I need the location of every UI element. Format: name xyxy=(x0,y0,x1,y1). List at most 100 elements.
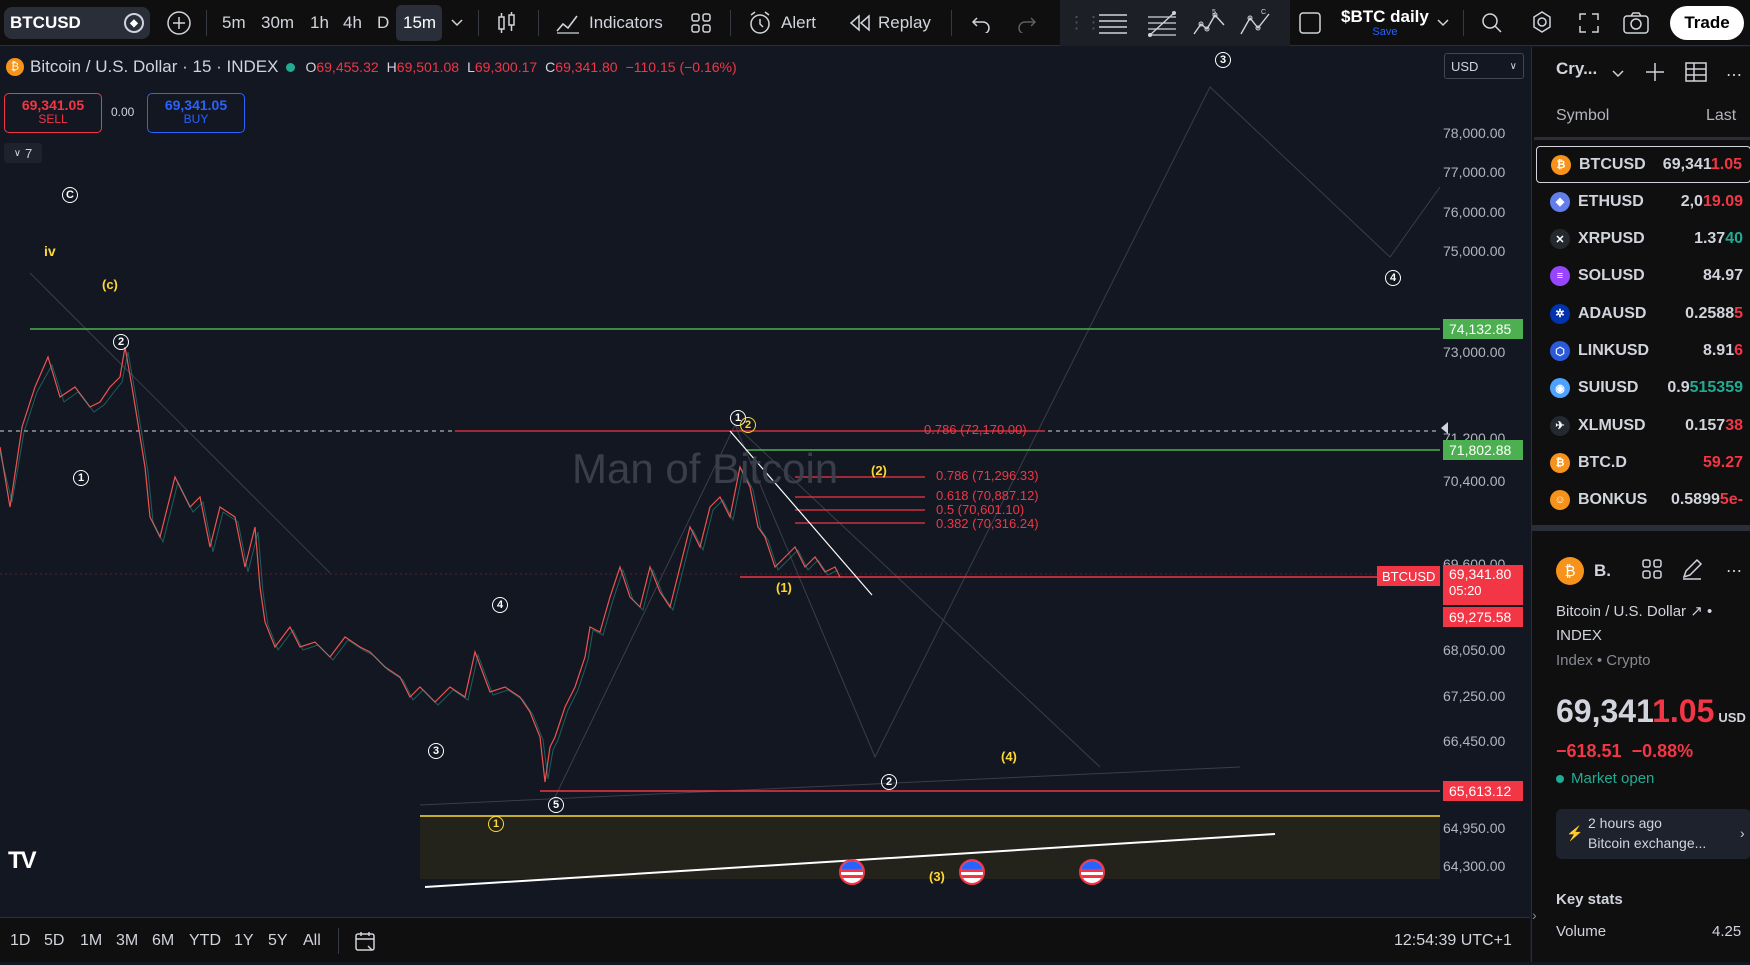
wave-label-iv[interactable]: iv xyxy=(44,243,56,259)
wave-label-3-circle[interactable]: 3 xyxy=(1215,52,1231,68)
timeframe-d[interactable]: D xyxy=(377,13,390,32)
templates-icon[interactable] xyxy=(689,0,713,46)
layout-dropdown-icon[interactable] xyxy=(1437,0,1449,46)
watchlist-row[interactable]: ✲ ADAUSD 0.25885 xyxy=(1536,295,1750,332)
wave-label-2-paren[interactable]: (2) xyxy=(871,463,887,478)
wave-label-2-yellow-circle[interactable]: 2 xyxy=(740,417,756,433)
range-1y[interactable]: 1Y xyxy=(234,931,254,949)
range-ytd[interactable]: YTD xyxy=(189,931,221,949)
timeframe-30m[interactable]: 30m xyxy=(261,13,295,32)
add-symbol-plus-icon[interactable] xyxy=(1644,61,1666,88)
svg-text:5: 5 xyxy=(1212,9,1216,16)
range-1m[interactable]: 1M xyxy=(80,931,103,949)
wave-label-3-circle[interactable]: 3 xyxy=(428,743,444,759)
undo-icon[interactable] xyxy=(970,0,992,46)
fib-retracement-icon[interactable] xyxy=(1146,0,1178,46)
buy-button[interactable]: 69,341.05 BUY xyxy=(147,93,245,133)
hide-drawings-icon[interactable] xyxy=(1298,0,1322,46)
us-event-flag-icon[interactable] xyxy=(1079,859,1105,885)
wave-label-4-circle[interactable]: 4 xyxy=(1385,270,1401,286)
currency-selector[interactable]: USD ∨ xyxy=(1444,53,1524,79)
clock-timezone[interactable]: 12:54:39 UTC+1 xyxy=(1394,931,1512,949)
details-full-name[interactable]: Bitcoin / U.S. Dollar ↗ • xyxy=(1556,602,1712,620)
wave-label-2-circle[interactable]: 2 xyxy=(881,774,897,790)
range-all[interactable]: All xyxy=(303,931,321,949)
range-3m[interactable]: 3M xyxy=(116,931,139,949)
compare-diamond-icon[interactable]: ◆ xyxy=(124,13,144,33)
watchlist-row[interactable]: ✈ XLMUSD 0.15738 xyxy=(1536,407,1750,444)
indicators-collapse-button[interactable]: ∨ 7 xyxy=(4,143,42,163)
wave-label-c-paren[interactable]: (c) xyxy=(102,277,118,292)
watchlist-title[interactable]: Cry... xyxy=(1556,59,1598,78)
wave-label-4-paren[interactable]: (4) xyxy=(1001,749,1017,764)
trade-button[interactable]: Trade xyxy=(1670,6,1744,40)
more-options-icon[interactable]: ⋯ xyxy=(1726,67,1742,84)
wave-label-1-yellow-circle[interactable]: 1 xyxy=(488,816,504,832)
watchlist-row[interactable]: ☺ BONKUS 0.58995e- xyxy=(1536,482,1750,519)
timeframe-5m[interactable]: 5m xyxy=(222,13,246,32)
watchlist-row[interactable]: ₿ BTCUSD 69,3411.05 xyxy=(1536,146,1750,183)
wave-label-3-paren[interactable]: (3) xyxy=(929,869,945,884)
timeframe-4h[interactable]: 4h xyxy=(343,13,362,32)
advanced-view-icon[interactable] xyxy=(1684,61,1708,88)
horizontal-lines-icon[interactable] xyxy=(1097,0,1129,46)
settings-gear-icon[interactable] xyxy=(1529,0,1555,46)
watchlist-row[interactable]: ◉ SUIUSD 0.9515359 xyxy=(1536,370,1750,407)
range-6m[interactable]: 6M xyxy=(152,931,175,949)
watchlist-row[interactable]: ≡ SOLUSD 84.97 xyxy=(1536,258,1750,295)
watchlist-row[interactable]: ⬡ LINKUSD 8.916 xyxy=(1536,333,1750,370)
alert-button[interactable]: Alert xyxy=(747,0,816,46)
symbol-search-button[interactable]: BTCUSD ◆ xyxy=(4,7,150,39)
redo-icon[interactable] xyxy=(1016,0,1038,46)
date-range-calendar-icon[interactable] xyxy=(354,918,378,963)
elliott-impulse-wave-icon[interactable]: 5 xyxy=(1192,0,1226,46)
timeframe-1h[interactable]: 1h xyxy=(310,13,329,32)
quick-search-icon[interactable] xyxy=(1480,0,1504,46)
wave-label-5-circle[interactable]: 5 xyxy=(548,797,564,813)
details-short-name[interactable]: B. xyxy=(1594,561,1611,580)
layout-save-label[interactable]: Save xyxy=(1372,26,1398,38)
replay-button[interactable]: Replay xyxy=(848,0,931,46)
wave-label-4-circle[interactable]: 4 xyxy=(492,597,508,613)
watchlist-row[interactable]: ₿ BTC.D 59.27 xyxy=(1536,444,1750,481)
col-last[interactable]: Last xyxy=(1706,107,1737,124)
drag-handle-icon[interactable]: ⋮⋮ xyxy=(1068,13,1102,32)
trendline-resistance[interactable] xyxy=(729,430,873,596)
grid-layout-icon[interactable] xyxy=(1640,557,1664,586)
collapse-panel-icon[interactable]: › xyxy=(1532,907,1537,923)
watchlist-row[interactable]: ✕ XRPUSD 1.3740 xyxy=(1536,221,1750,258)
wave-label-1-circle[interactable]: 1 xyxy=(73,470,89,486)
add-symbol-icon[interactable] xyxy=(166,0,192,46)
fib-label: 0.618 (70,887.12) xyxy=(936,488,1039,503)
wave-label-c-circle[interactable]: C xyxy=(62,187,78,203)
col-symbol[interactable]: Symbol xyxy=(1556,107,1610,124)
range-5d[interactable]: 5D xyxy=(44,931,65,949)
legend-title[interactable]: Bitcoin / U.S. Dollar · 15 · INDEX xyxy=(30,57,279,76)
wave-label-2-circle[interactable]: 2 xyxy=(113,334,129,350)
chart-pane[interactable]: Man of Bitcoin ₿ Bitcoin / U.S. Dollar ·… xyxy=(0,47,1530,959)
timeframe-active-bg xyxy=(396,5,442,41)
watchlist-last: 8.916 xyxy=(1702,342,1743,359)
candles-icon[interactable] xyxy=(496,0,518,46)
us-event-flag-icon[interactable] xyxy=(959,859,985,885)
sell-button[interactable]: 69,341.05 SELL xyxy=(4,93,102,133)
us-event-flag-icon[interactable] xyxy=(839,859,865,885)
details-exchange: INDEX xyxy=(1556,627,1602,644)
watchlist-row[interactable]: ◆ ETHUSD 2,019.09 xyxy=(1536,183,1750,220)
external-link-icon[interactable]: ↗ • xyxy=(1690,603,1713,620)
edit-pencil-icon[interactable] xyxy=(1680,557,1704,586)
indicators-button[interactable]: Indicators xyxy=(555,0,663,46)
screenshot-camera-icon[interactable] xyxy=(1622,0,1650,46)
range-1d[interactable]: 1D xyxy=(10,931,31,949)
wave-label-1-paren[interactable]: (1) xyxy=(776,580,792,595)
more-options-icon[interactable]: ⋯ xyxy=(1726,563,1742,580)
layout-button[interactable]: $BTC daily Save xyxy=(1341,0,1429,46)
timeframe-dropdown-icon[interactable] xyxy=(451,0,463,46)
timeframe-15m[interactable]: 15m xyxy=(403,13,437,32)
news-card[interactable]: ⚡ 2 hours ago Bitcoin exchange... › xyxy=(1556,809,1750,859)
range-5y[interactable]: 5Y xyxy=(268,931,288,949)
chevron-down-icon[interactable] xyxy=(1612,65,1624,83)
elliott-correction-wave-icon[interactable]: C xyxy=(1239,0,1273,46)
tradingview-logo-icon[interactable]: TV xyxy=(8,847,37,874)
fullscreen-icon[interactable] xyxy=(1578,0,1600,46)
